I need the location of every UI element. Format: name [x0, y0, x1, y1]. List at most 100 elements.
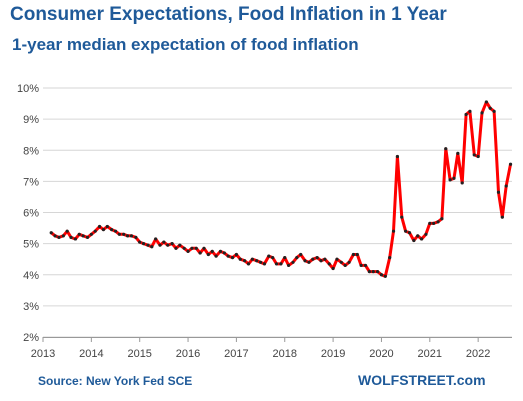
data-point	[331, 266, 335, 271]
y-tick-label: 5%	[23, 239, 39, 251]
x-tick-label: 2016	[176, 348, 200, 360]
data-point	[419, 237, 424, 241]
data-point	[214, 254, 218, 258]
data-point	[504, 184, 508, 188]
data-point	[448, 178, 452, 182]
data-point	[476, 154, 480, 159]
data-point	[464, 112, 468, 117]
data-point	[230, 256, 235, 260]
data-point	[283, 256, 287, 260]
source-note: Source: New York Fed SCE	[38, 374, 193, 388]
x-tick-label: 2018	[273, 348, 297, 360]
data-point	[97, 224, 102, 229]
data-point	[202, 246, 206, 250]
y-tick-label: 10%	[17, 83, 39, 95]
data-point	[134, 235, 138, 239]
data-point	[206, 252, 210, 257]
data-point	[460, 181, 464, 185]
data-point	[138, 240, 142, 244]
brand-label: WOLFSTREET.com	[358, 372, 486, 388]
y-tick-label: 4%	[23, 270, 39, 282]
x-axis: 2013 2014 2015 2016 2017 2018 2019 2020 2021 2022	[31, 337, 512, 360]
x-tick-label: 2013	[31, 348, 55, 360]
data-point	[379, 273, 384, 277]
data-point	[178, 243, 182, 247]
data-point	[412, 238, 416, 243]
data-point	[299, 252, 303, 257]
data-point	[343, 263, 347, 268]
data-point	[323, 257, 327, 261]
data-point	[194, 246, 198, 250]
data-point	[129, 234, 134, 238]
y-tick-label: 7%	[23, 176, 39, 188]
chart-title: Consumer Expectations, Food Inflation in…	[10, 4, 447, 25]
x-tick-label: 2015	[127, 348, 151, 360]
data-point	[262, 262, 267, 266]
x-tick-label: 2019	[321, 348, 345, 360]
data-point	[367, 270, 371, 274]
data-point	[404, 229, 408, 233]
data-point	[472, 153, 476, 157]
data-point	[432, 221, 436, 225]
data-point	[226, 254, 230, 258]
data-point	[315, 256, 319, 260]
data-point	[480, 111, 484, 115]
y-tick-label: 2%	[23, 332, 39, 344]
data-point	[400, 215, 404, 219]
data-point	[271, 256, 275, 260]
data-point	[146, 243, 150, 247]
data-point	[488, 106, 492, 110]
data-point	[347, 260, 351, 264]
x-tick-label: 2017	[224, 348, 248, 360]
data-point	[391, 229, 396, 233]
data-point	[174, 246, 178, 250]
data-point	[351, 252, 356, 257]
data-point	[105, 224, 109, 229]
data-point	[291, 260, 295, 264]
data-point	[383, 274, 387, 278]
data-point	[69, 235, 73, 239]
data-point	[77, 232, 81, 236]
data-point	[113, 229, 118, 233]
series-line	[50, 100, 512, 278]
data-point	[303, 259, 307, 263]
data-point	[484, 100, 488, 104]
y-axis-ticks: 2% 3% 4% 5% 6% 7% 8% 9% 10%	[17, 83, 39, 344]
data-point	[117, 232, 121, 236]
y-tick-label: 9%	[23, 114, 39, 126]
x-tick-label: 2022	[466, 348, 490, 360]
data-point	[355, 252, 359, 257]
data-point	[170, 242, 174, 246]
data-point	[440, 217, 444, 221]
data-point	[258, 260, 263, 264]
data-point	[375, 270, 380, 274]
data-point	[93, 229, 97, 233]
data-point	[255, 259, 259, 263]
data-point	[250, 257, 254, 261]
data-point	[436, 220, 440, 224]
data-point	[166, 243, 170, 247]
data-point	[407, 231, 412, 235]
data-point	[274, 262, 279, 266]
data-point	[279, 262, 283, 266]
data-point	[65, 229, 69, 233]
data-point	[287, 263, 291, 268]
data-point	[444, 147, 448, 151]
y-tick-label: 8%	[23, 145, 39, 157]
data-point	[395, 154, 400, 159]
data-point	[319, 259, 323, 263]
data-point	[122, 232, 126, 236]
data-point	[218, 249, 223, 254]
data-point	[234, 252, 239, 257]
data-point	[311, 257, 315, 261]
x-tick-label: 2020	[369, 348, 393, 360]
data-point	[162, 240, 166, 244]
data-point	[468, 109, 472, 113]
data-point	[492, 109, 496, 113]
data-point	[359, 263, 363, 268]
data-point	[508, 162, 513, 166]
data-point	[126, 234, 130, 238]
data-point	[452, 176, 456, 180]
x-tick-label: 2014	[79, 348, 103, 360]
